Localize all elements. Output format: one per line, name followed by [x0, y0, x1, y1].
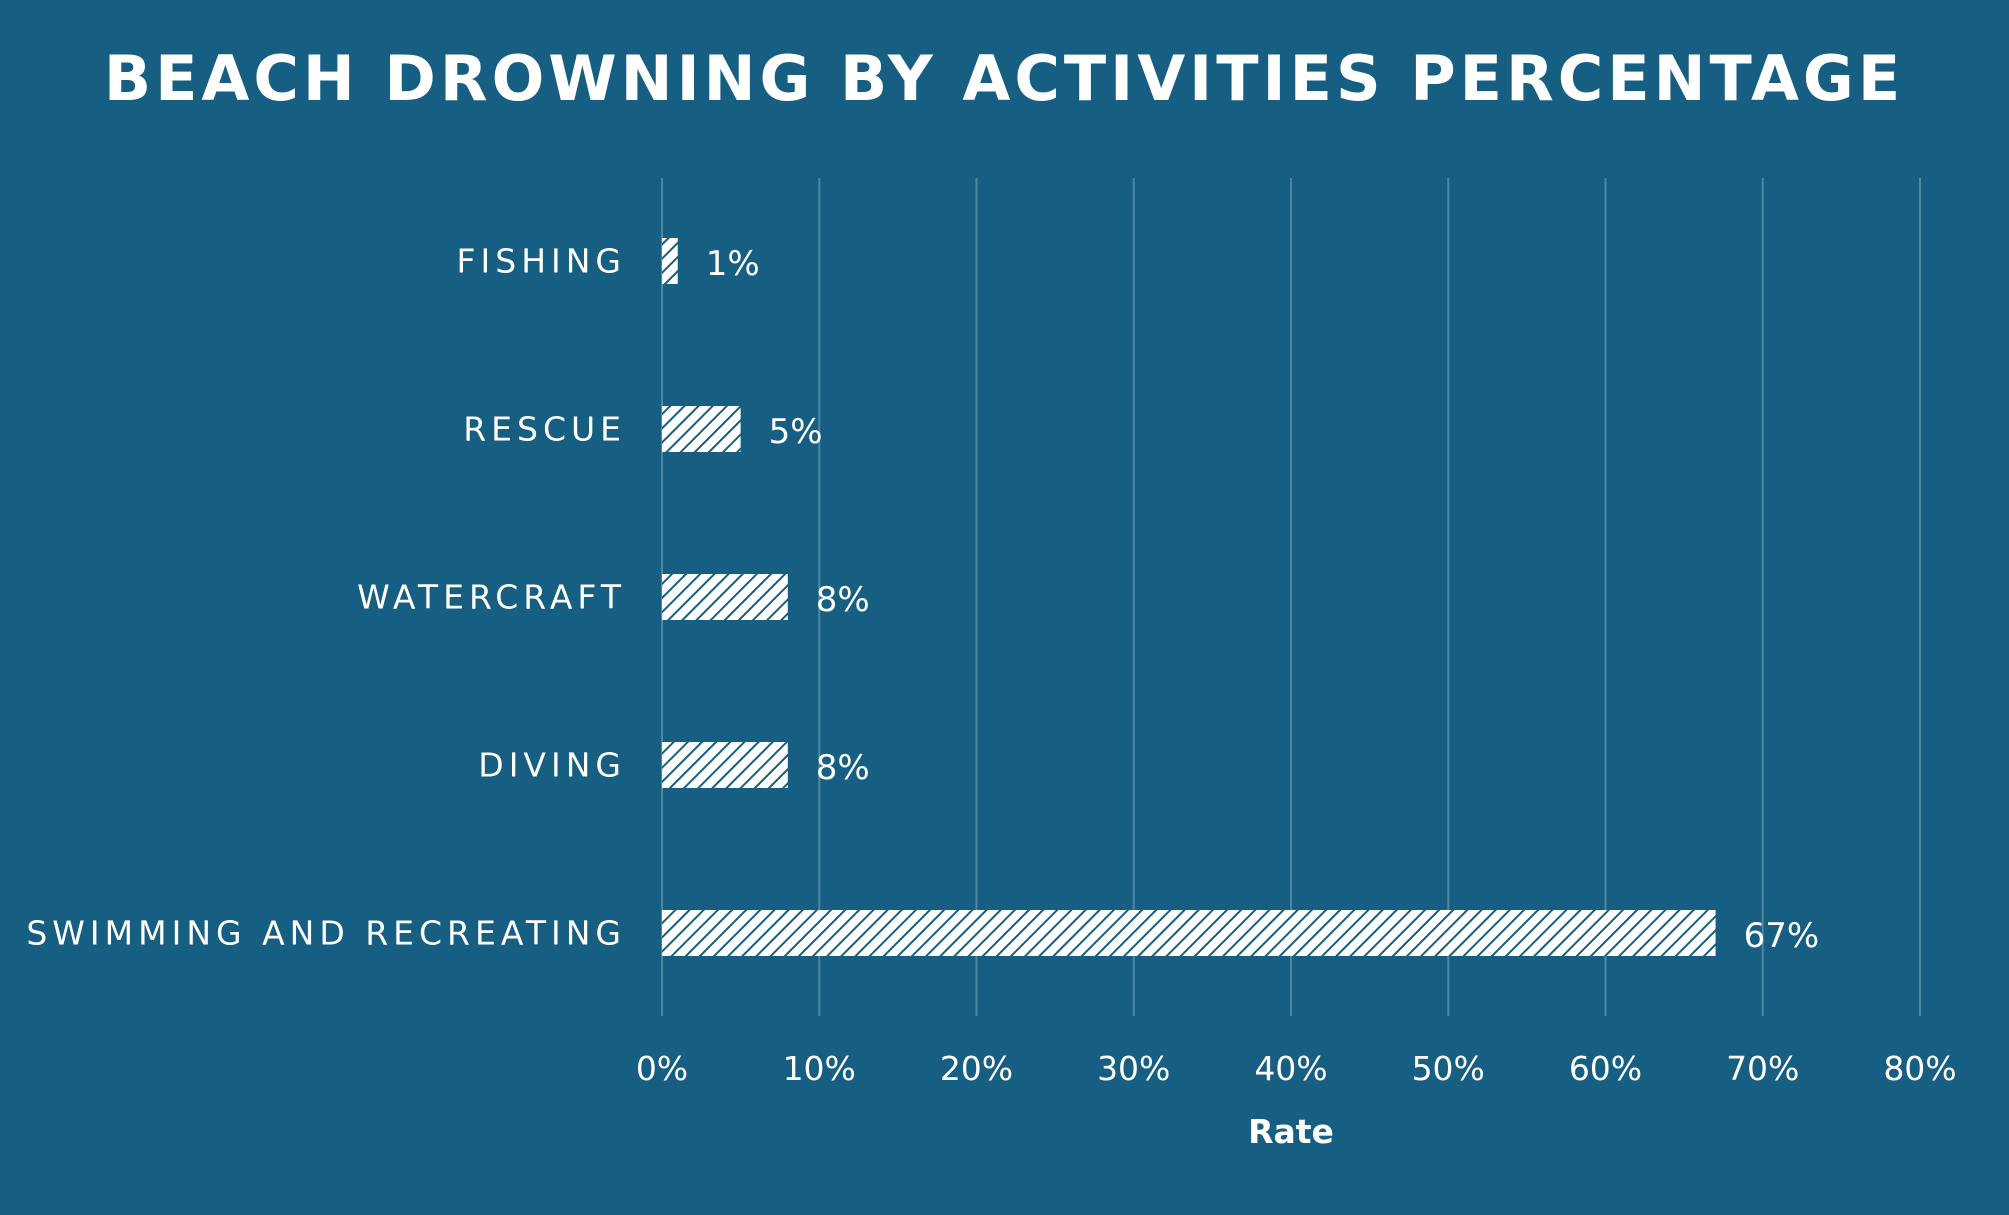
category-label: FISHING: [457, 242, 626, 281]
x-tick-label: 20%: [940, 1049, 1013, 1088]
data-label: 67%: [1744, 916, 1820, 956]
x-tick-label: 60%: [1569, 1049, 1642, 1088]
x-tick-label: 80%: [1883, 1049, 1956, 1088]
x-tick-label: 70%: [1726, 1049, 1799, 1088]
category-label: SWIMMING AND RECREATING: [26, 914, 626, 953]
x-axis-title: Rate: [1248, 1112, 1334, 1151]
x-tick-label: 40%: [1254, 1049, 1327, 1088]
bar: [662, 742, 788, 788]
data-label: 8%: [816, 580, 870, 620]
bar: [662, 574, 788, 620]
bar: [662, 406, 741, 452]
category-label: WATERCRAFT: [357, 578, 626, 617]
x-tick-label: 0%: [636, 1049, 688, 1088]
x-tick-label: 50%: [1412, 1049, 1485, 1088]
data-label: 8%: [816, 748, 870, 788]
data-label: 1%: [706, 244, 760, 284]
bar: [662, 910, 1716, 956]
chart-title: BEACH DROWNING BY ACTIVITIES PERCENTAGE: [104, 42, 1904, 115]
category-label: DIVING: [478, 746, 626, 785]
bars: [662, 238, 1716, 956]
category-label: RESCUE: [463, 410, 626, 449]
x-tick-label: 10%: [783, 1049, 856, 1088]
data-label: 5%: [769, 412, 823, 452]
gridlines: [661, 178, 1921, 1016]
labels: 0% 10% 20% 30% 40% 50% 60% 70% 80% FISHING 1% RESCU…: [26, 242, 1956, 1089]
bar: [662, 238, 678, 284]
x-tick-label: 30%: [1097, 1049, 1170, 1088]
